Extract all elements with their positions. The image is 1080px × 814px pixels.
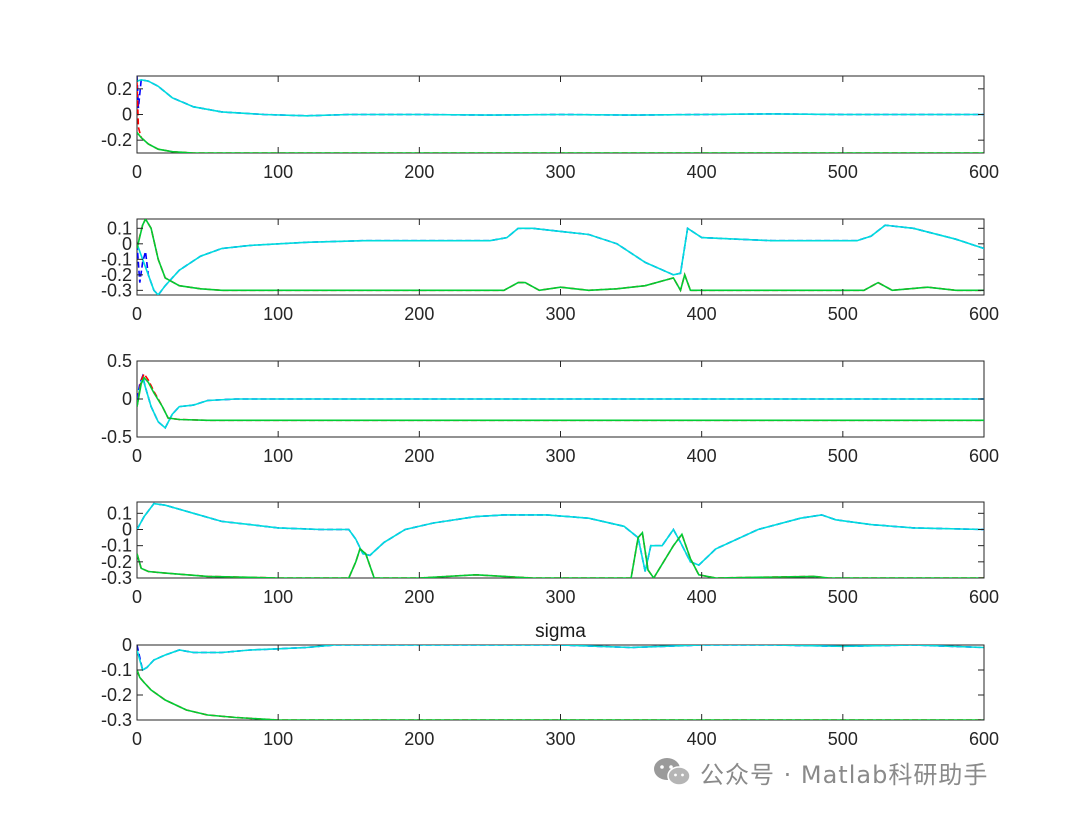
series-line-2 — [137, 78, 984, 117]
series-line-2 — [137, 224, 984, 295]
x-tick-label: 500 — [828, 304, 858, 324]
x-tick-label: 600 — [969, 304, 999, 324]
axes-box — [136, 501, 985, 579]
x-tick-label: 600 — [969, 587, 999, 607]
x-tick-label: 500 — [828, 729, 858, 749]
wechat-icon — [654, 758, 691, 786]
subplot-title: sigma — [535, 621, 586, 642]
x-tick-label: 200 — [404, 446, 434, 466]
y-tick-label: 0 — [122, 635, 132, 655]
x-tick-label: 200 — [404, 587, 434, 607]
series-group — [137, 76, 984, 153]
series-group — [137, 219, 984, 295]
x-tick-label: 200 — [404, 729, 434, 749]
x-tick-label: 0 — [132, 304, 142, 324]
x-tick-label: 300 — [545, 446, 575, 466]
series-group — [137, 502, 984, 578]
series-line-2 — [137, 502, 984, 572]
series-line-4 — [137, 376, 984, 422]
x-tick-label: 600 — [969, 162, 999, 182]
y-tick-label: -0.1 — [101, 536, 132, 556]
y-tick-label: -0.3 — [101, 280, 132, 300]
x-tick-label: 400 — [687, 729, 717, 749]
x-tick-label: 300 — [545, 587, 575, 607]
x-tick-label: 300 — [545, 729, 575, 749]
x-tick-label: 100 — [263, 162, 293, 182]
x-tick-label: 200 — [404, 162, 434, 182]
y-tick-label: -0.1 — [101, 249, 132, 269]
watermark-text: 公众号 · Matlab科研助手 — [700, 760, 989, 789]
y-tick-label: -0.2 — [101, 685, 132, 705]
x-tick-label: 600 — [969, 446, 999, 466]
x-tick-label: 100 — [263, 587, 293, 607]
x-tick-label: 0 — [132, 729, 142, 749]
x-tick-label: 500 — [828, 162, 858, 182]
series-line-4 — [137, 530, 984, 578]
y-tick-label: -0.3 — [101, 710, 132, 730]
subplot-5: 0 100 200 300 400 500 600 0 -0.1 -0.2 -0.3 sigma — [101, 621, 999, 749]
y-tick-label: 0 — [122, 234, 132, 254]
y-tick-label: -0.2 — [101, 265, 132, 285]
x-tick-label: 200 — [404, 304, 434, 324]
x-tick-label: 400 — [687, 304, 717, 324]
series-line-4 — [137, 219, 984, 293]
x-tick-label: 400 — [687, 446, 717, 466]
x-tick-label: 500 — [828, 446, 858, 466]
y-tick-label: 0.5 — [107, 351, 132, 371]
x-tick-label: 0 — [132, 162, 142, 182]
watermark: 公众号 · Matlab科研助手 — [652, 753, 988, 791]
series-line-4 — [137, 131, 984, 153]
series-group — [137, 645, 984, 720]
y-tick-label: 0 — [122, 105, 132, 125]
series-group — [137, 372, 984, 430]
x-tick-label: 400 — [687, 587, 717, 607]
x-tick-label: 600 — [969, 729, 999, 749]
x-tick-label: 300 — [545, 304, 575, 324]
y-tick-label: -0.1 — [101, 660, 132, 680]
y-tick-label: -0.5 — [101, 427, 132, 447]
axes-box — [136, 218, 985, 296]
y-tick-label: -0.2 — [101, 130, 132, 150]
x-tick-label: 100 — [263, 446, 293, 466]
y-tick-label: 0 — [122, 389, 132, 409]
x-tick-label: 0 — [132, 446, 142, 466]
y-tick-label: -0.2 — [101, 552, 132, 572]
y-tick-label: 0.1 — [107, 503, 132, 523]
x-tick-label: 100 — [263, 304, 293, 324]
x-tick-label: 0 — [132, 587, 142, 607]
axes-box — [136, 644, 985, 721]
y-tick-label: 0.1 — [107, 218, 132, 238]
x-tick-label: 400 — [687, 162, 717, 182]
series-line-4 — [137, 669, 984, 720]
x-tick-label: 500 — [828, 587, 858, 607]
x-tick-label: 300 — [545, 162, 575, 182]
y-tick-label: 0.2 — [107, 79, 132, 99]
series-line-2 — [137, 645, 984, 672]
y-tick-label: 0 — [122, 519, 132, 539]
series-line-2 — [137, 374, 984, 430]
y-tick-label: -0.3 — [101, 568, 132, 588]
x-tick-label: 100 — [263, 729, 293, 749]
